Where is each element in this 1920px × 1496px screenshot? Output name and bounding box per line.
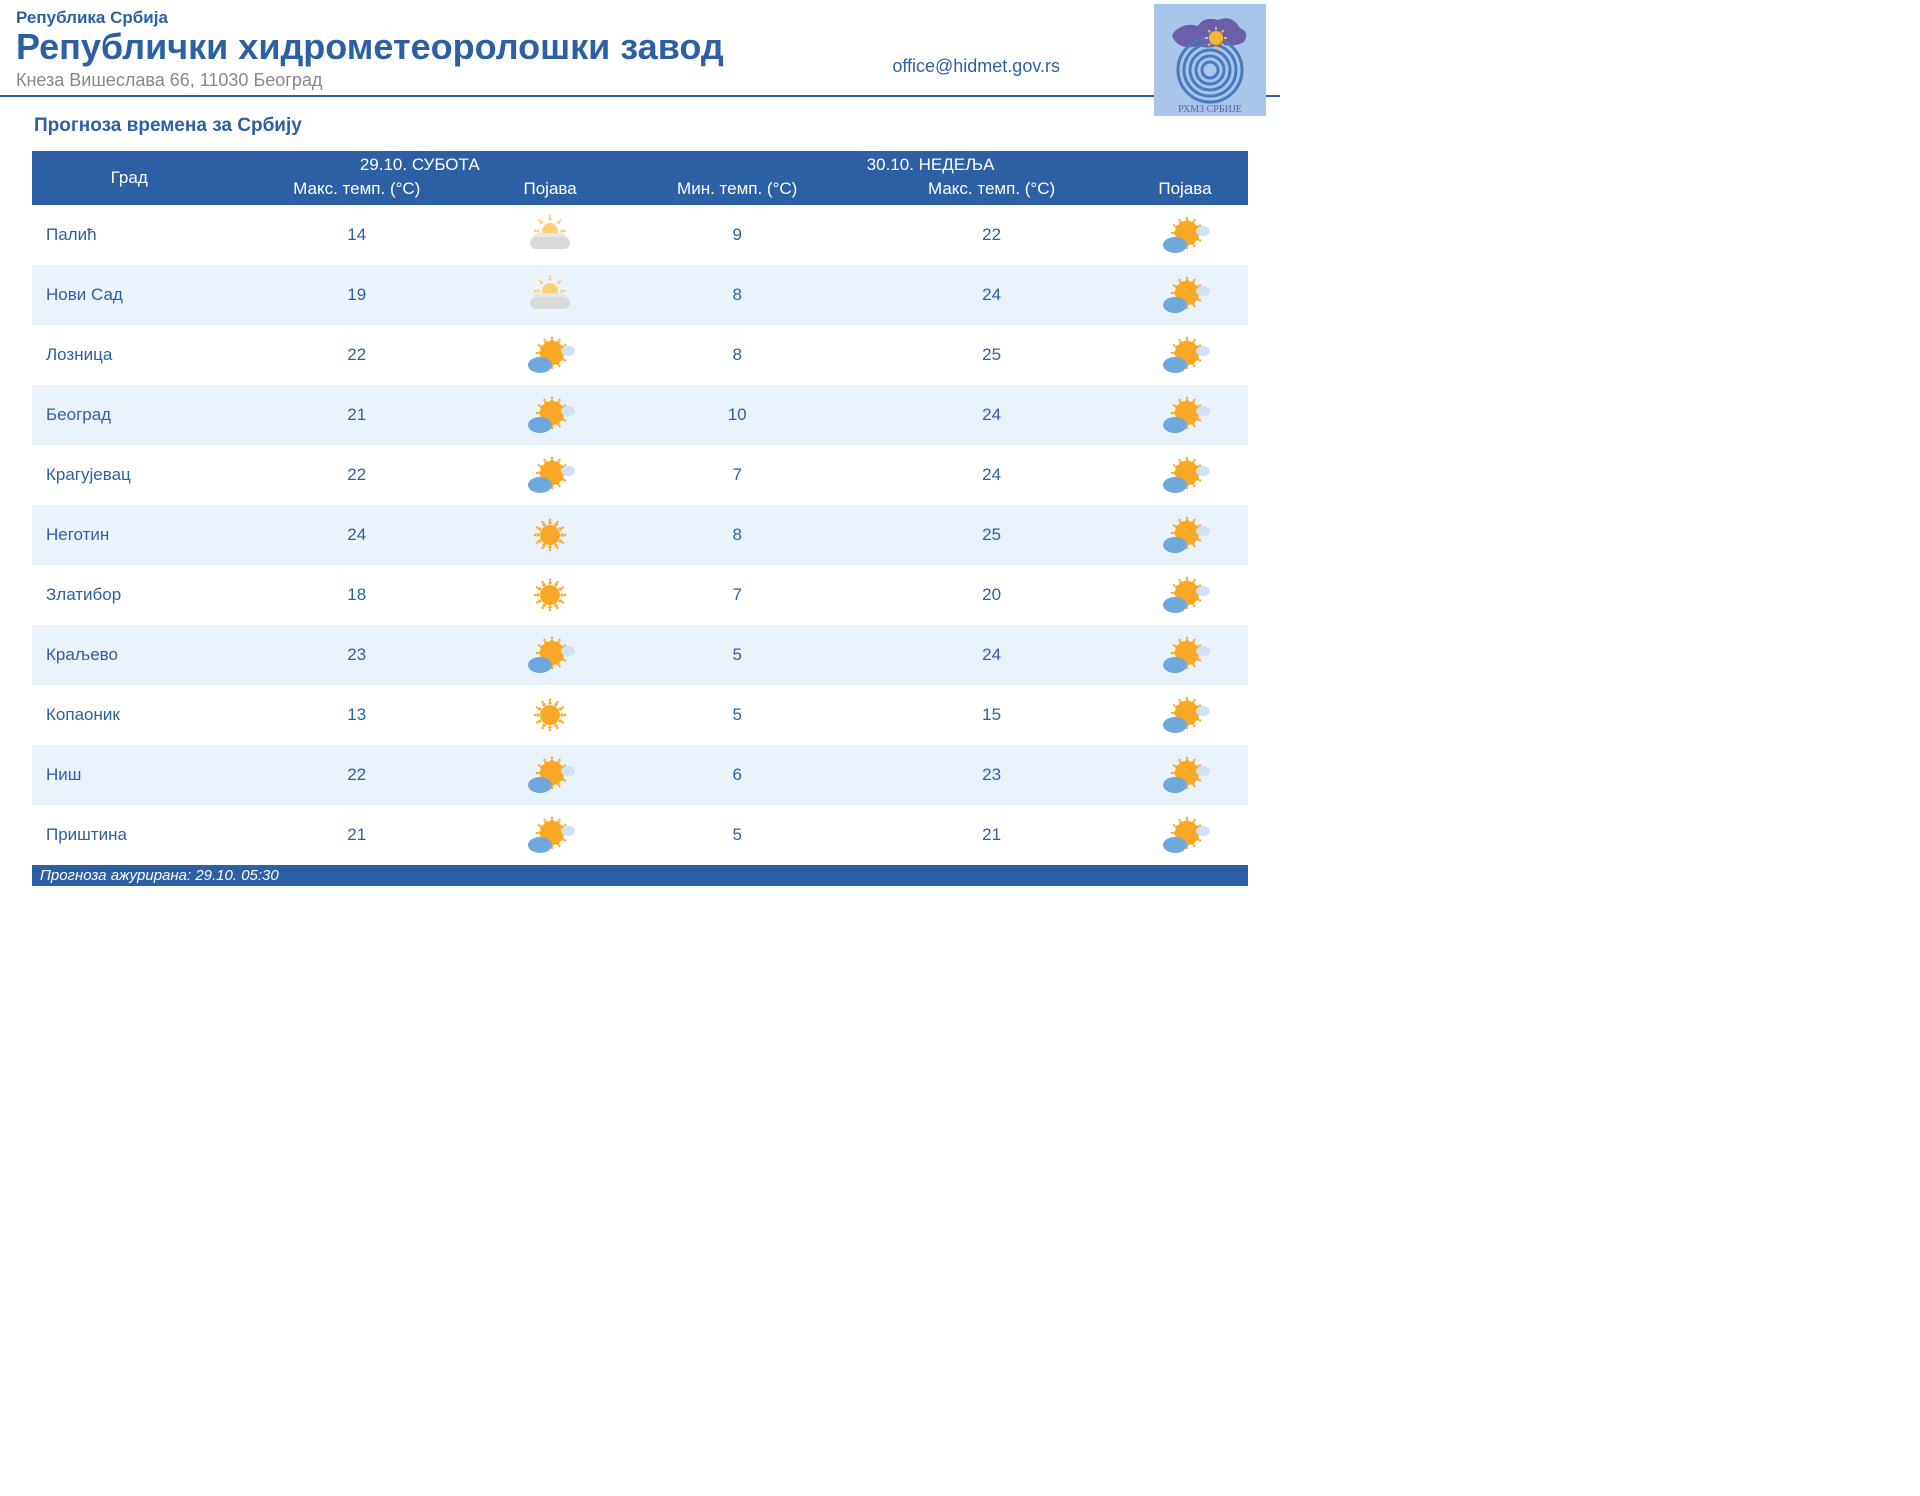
- cell-city[interactable]: Палић: [32, 205, 226, 265]
- cell-d2-min: 7: [613, 565, 861, 625]
- cell-d2-icon: [1122, 205, 1248, 265]
- cell-d2-icon: [1122, 565, 1248, 625]
- cell-d2-icon: [1122, 325, 1248, 385]
- cell-d1-max: 21: [226, 385, 487, 445]
- cell-city[interactable]: Копаоник: [32, 685, 226, 745]
- cell-d1-max: 22: [226, 745, 487, 805]
- cell-d1-icon: [487, 445, 613, 505]
- page: Република Србија Републички хидрометеоро…: [0, 0, 1280, 886]
- cell-d2-max: 20: [861, 565, 1122, 625]
- col-city: Град: [32, 151, 226, 205]
- cell-d2-min: 5: [613, 805, 861, 865]
- cell-d2-min: 5: [613, 685, 861, 745]
- table-row: Лозница22 825: [32, 325, 1248, 385]
- cell-d2-min: 5: [613, 625, 861, 685]
- cell-d1-max: 13: [226, 685, 487, 745]
- cell-d1-icon: [487, 565, 613, 625]
- cell-d2-max: 24: [861, 385, 1122, 445]
- cell-city[interactable]: Приштина: [32, 805, 226, 865]
- cell-d2-min: 7: [613, 445, 861, 505]
- cell-d1-max: 21: [226, 805, 487, 865]
- col-day2-phen: Појава: [1122, 177, 1248, 205]
- cell-d1-max: 23: [226, 625, 487, 685]
- table-row: Палић14 922: [32, 205, 1248, 265]
- cell-d2-min: 9: [613, 205, 861, 265]
- cell-city[interactable]: Неготин: [32, 505, 226, 565]
- cell-d2-icon: [1122, 385, 1248, 445]
- col-day1-phen: Појава: [487, 177, 613, 205]
- cell-d2-max: 25: [861, 325, 1122, 385]
- cell-d2-max: 15: [861, 685, 1122, 745]
- cell-d2-icon: [1122, 265, 1248, 325]
- cell-d2-min: 8: [613, 265, 861, 325]
- table-row: Крагујевац22 724: [32, 445, 1248, 505]
- col-day2-date: 30.10. НЕДЕЉА: [613, 151, 1248, 177]
- cell-d2-max: 23: [861, 745, 1122, 805]
- cell-d2-max: 24: [861, 625, 1122, 685]
- cell-d2-icon: [1122, 625, 1248, 685]
- cell-city[interactable]: Крагујевац: [32, 445, 226, 505]
- cell-d1-icon: [487, 265, 613, 325]
- cell-d2-max: 21: [861, 805, 1122, 865]
- forecast-tbody: Палић14922Нови Сад19824Лозница22825Беогр…: [32, 205, 1248, 865]
- cell-city[interactable]: Златибор: [32, 565, 226, 625]
- cell-d2-icon: [1122, 685, 1248, 745]
- cell-d2-max: 25: [861, 505, 1122, 565]
- col-day1-date: 29.10. СУБОТА: [226, 151, 613, 177]
- cell-d1-icon: [487, 505, 613, 565]
- cell-d2-icon: [1122, 445, 1248, 505]
- cell-city[interactable]: Ниш: [32, 745, 226, 805]
- cell-d1-icon: [487, 205, 613, 265]
- cell-city[interactable]: Лозница: [32, 325, 226, 385]
- table-row: Београд21 1024: [32, 385, 1248, 445]
- cell-city[interactable]: Београд: [32, 385, 226, 445]
- forecast-table: Град 29.10. СУБОТА 30.10. НЕДЕЉА Макс. т…: [32, 151, 1248, 865]
- cell-d1-max: 19: [226, 265, 487, 325]
- header-logo: РХМЗ СРБИЈЕ: [1154, 4, 1266, 116]
- cell-d1-icon: [487, 625, 613, 685]
- footer-updated: Прогноза ажурирана: 29.10. 05:30: [32, 865, 1248, 886]
- header: Република Србија Републички хидрометеоро…: [0, 0, 1280, 97]
- col-day2-min: Мин. темп. (°C): [613, 177, 861, 205]
- header-address: Кнеза Вишеслава 66, 11030 Београд: [16, 70, 1264, 91]
- table-row: Приштина21521: [32, 805, 1248, 865]
- section-title: Прогноза времена за Србију: [0, 97, 1280, 151]
- cell-d1-max: 22: [226, 325, 487, 385]
- col-day1-max: Макс. темп. (°C): [226, 177, 487, 205]
- cell-d1-icon: [487, 685, 613, 745]
- forecast-table-wrap: Град 29.10. СУБОТА 30.10. НЕДЕЉА Макс. т…: [0, 151, 1280, 865]
- table-row: Краљево23 524: [32, 625, 1248, 685]
- table-row: Неготин24 825: [32, 505, 1248, 565]
- header-country: Република Србија: [16, 8, 1264, 28]
- cell-d1-max: 24: [226, 505, 487, 565]
- header-organization: Републички хидрометеоролошки завод: [16, 26, 1264, 68]
- cell-d2-min: 6: [613, 745, 861, 805]
- cell-d1-icon: [487, 385, 613, 445]
- cell-d2-icon: [1122, 745, 1248, 805]
- cell-d2-icon: [1122, 805, 1248, 865]
- cell-d2-min: 10: [613, 385, 861, 445]
- table-row: Ниш22 623: [32, 745, 1248, 805]
- svg-text:РХМЗ СРБИЈЕ: РХМЗ СРБИЈЕ: [1178, 104, 1242, 115]
- cell-d2-min: 8: [613, 325, 861, 385]
- cell-city[interactable]: Нови Сад: [32, 265, 226, 325]
- cell-d1-max: 22: [226, 445, 487, 505]
- cell-d2-max: 24: [861, 265, 1122, 325]
- cell-d2-max: 22: [861, 205, 1122, 265]
- cell-d1-max: 18: [226, 565, 487, 625]
- cell-city[interactable]: Краљево: [32, 625, 226, 685]
- cell-d1-icon: [487, 745, 613, 805]
- forecast-thead: Град 29.10. СУБОТА 30.10. НЕДЕЉА Макс. т…: [32, 151, 1248, 205]
- cell-d1-icon: [487, 805, 613, 865]
- col-day2-max: Макс. темп. (°C): [861, 177, 1122, 205]
- table-row: Нови Сад19 824: [32, 265, 1248, 325]
- cell-d1-max: 14: [226, 205, 487, 265]
- table-row: Копаоник13 515: [32, 685, 1248, 745]
- header-email-link[interactable]: office@hidmet.gov.rs: [892, 56, 1060, 77]
- cell-d1-icon: [487, 325, 613, 385]
- cell-d2-max: 24: [861, 445, 1122, 505]
- cell-d2-min: 8: [613, 505, 861, 565]
- table-row: Златибор18 720: [32, 565, 1248, 625]
- cell-d2-icon: [1122, 505, 1248, 565]
